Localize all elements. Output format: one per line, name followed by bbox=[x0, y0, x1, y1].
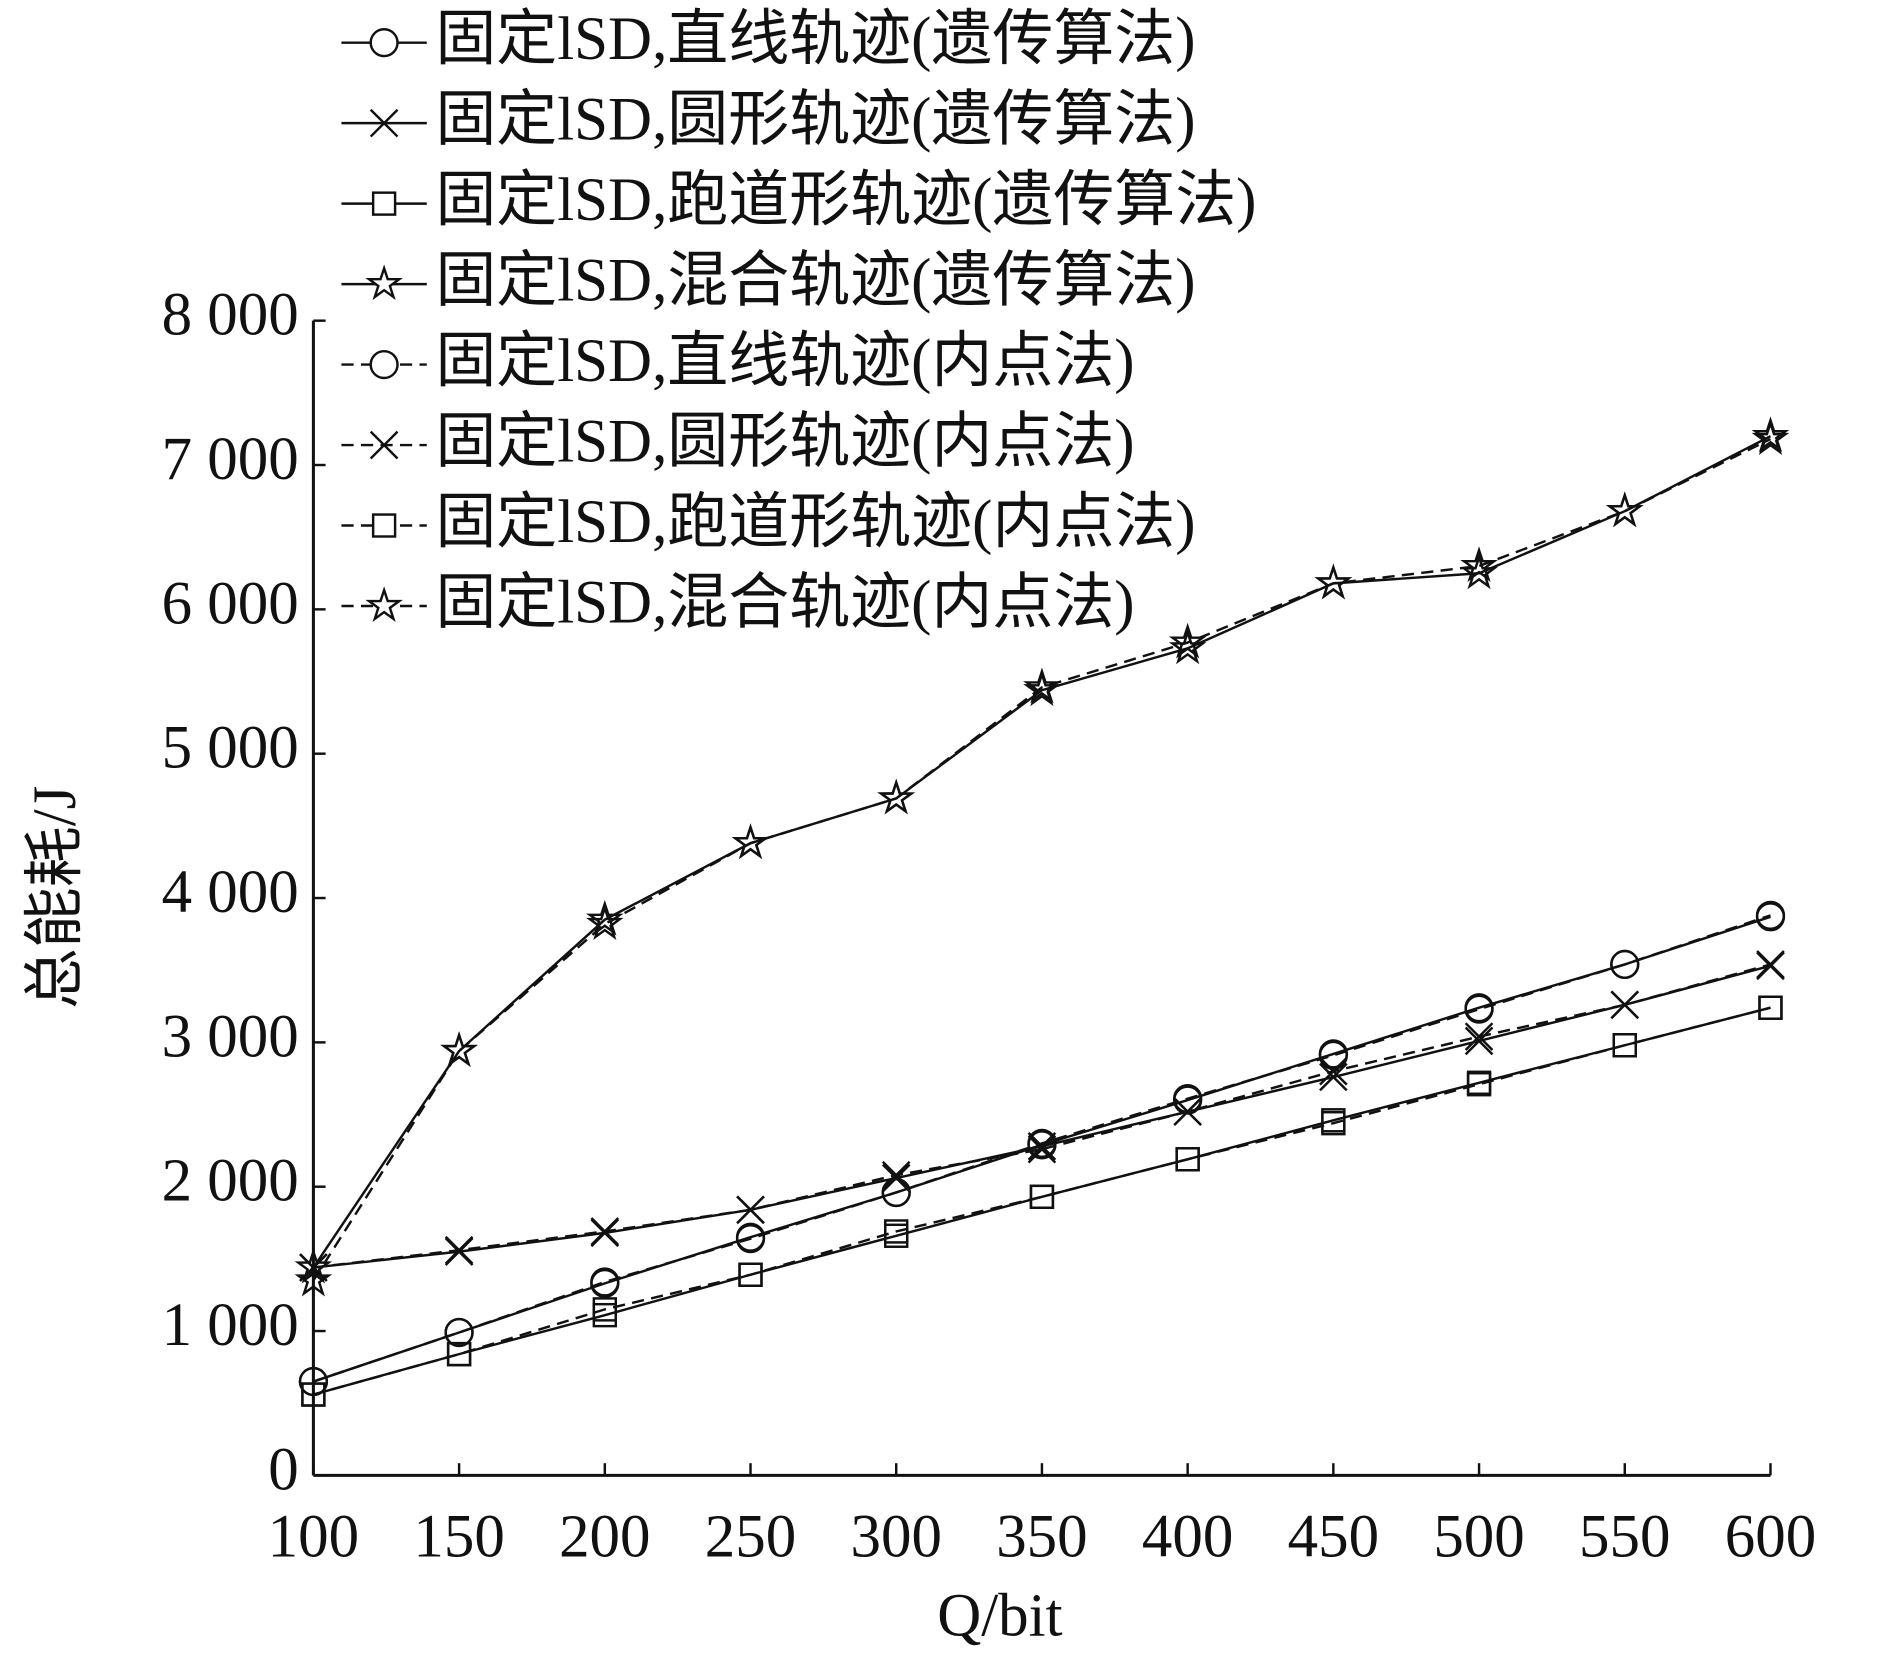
data-point bbox=[735, 1224, 766, 1254]
x-tick-label: 200 bbox=[559, 1503, 650, 1570]
data-point bbox=[440, 1031, 478, 1067]
y-tick-label: 0 bbox=[268, 1436, 298, 1503]
data-point bbox=[731, 823, 770, 860]
data-point bbox=[1023, 667, 1061, 704]
data-point bbox=[1755, 900, 1786, 930]
data-point bbox=[1756, 950, 1785, 979]
data-point bbox=[444, 1317, 474, 1348]
x-tick-label: 100 bbox=[268, 1503, 359, 1570]
legend-marker bbox=[371, 513, 397, 538]
legend-label: 固定lSD,混合轨迹(遗传算法) bbox=[435, 248, 1195, 315]
data-point bbox=[1464, 1026, 1494, 1056]
series-line bbox=[313, 963, 1771, 1269]
x-tick-label: 400 bbox=[1142, 1503, 1233, 1570]
data-point bbox=[1173, 1097, 1202, 1126]
data-point bbox=[298, 1366, 329, 1397]
y-tick-label: 7 000 bbox=[162, 426, 299, 493]
x-tick-label: 550 bbox=[1579, 1503, 1670, 1570]
y-tick-label: 5 000 bbox=[162, 715, 299, 782]
data-point bbox=[301, 1382, 326, 1407]
data-point bbox=[1175, 1147, 1200, 1172]
data-point bbox=[1319, 1062, 1348, 1092]
y-tick-label: 4 000 bbox=[162, 859, 299, 926]
series-line bbox=[312, 435, 1772, 1269]
data-point bbox=[738, 1262, 763, 1287]
data-point bbox=[294, 1260, 333, 1297]
x-tick-label: 450 bbox=[1288, 1503, 1379, 1570]
data-point bbox=[1321, 1110, 1346, 1136]
data-point bbox=[1168, 622, 1207, 659]
data-point bbox=[736, 1195, 765, 1225]
legend-label: 固定lSD,圆形轨迹(内点法) bbox=[435, 408, 1134, 475]
legend-label: 固定lSD,直线轨迹(内点法) bbox=[435, 328, 1134, 395]
x-tick-label: 250 bbox=[705, 1503, 796, 1570]
y-tick-label: 6 000 bbox=[162, 570, 299, 637]
data-point bbox=[881, 1160, 911, 1190]
x-tick-label: 300 bbox=[851, 1503, 942, 1570]
data-point bbox=[1029, 1184, 1055, 1209]
data-point bbox=[1460, 546, 1498, 583]
x-tick-label: 150 bbox=[413, 1503, 504, 1570]
legend-label: 固定lSD,跑道形轨迹(内点法) bbox=[435, 489, 1195, 556]
data-point bbox=[1027, 1134, 1057, 1164]
data-point bbox=[590, 1267, 620, 1297]
y-tick-label: 3 000 bbox=[162, 1003, 299, 1070]
legend-label: 固定lSD,混合轨迹(内点法) bbox=[435, 569, 1134, 636]
legend-marker bbox=[365, 586, 403, 622]
legend-label: 固定lSD,直线轨迹(遗传算法) bbox=[435, 6, 1195, 73]
x-tick-label: 600 bbox=[1725, 1503, 1816, 1570]
y-tick-label: 8 000 bbox=[162, 282, 299, 349]
data-point bbox=[1027, 1128, 1057, 1159]
x-tick-label: 500 bbox=[1433, 1503, 1524, 1570]
x-tick-label: 350 bbox=[996, 1503, 1087, 1570]
data-point bbox=[444, 1235, 474, 1265]
data-point bbox=[877, 778, 916, 815]
y-tick-label: 2 000 bbox=[162, 1148, 299, 1215]
data-point bbox=[1466, 1072, 1492, 1097]
series-line bbox=[312, 437, 1772, 1282]
data-point bbox=[1610, 990, 1640, 1020]
legend-label: 固定lSD,跑道形轨迹(遗传算法) bbox=[435, 167, 1256, 234]
series-line bbox=[313, 1006, 1771, 1396]
series-line bbox=[313, 1006, 1771, 1396]
data-point bbox=[446, 1341, 472, 1367]
legend-label: 固定lSD,圆形轨迹(遗传算法) bbox=[435, 87, 1195, 154]
data-point bbox=[1758, 995, 1783, 1020]
data-point bbox=[1612, 1033, 1637, 1058]
data-point bbox=[1751, 419, 1790, 456]
x-axis-label: Q/bit bbox=[937, 1583, 1062, 1650]
data-point bbox=[1751, 416, 1790, 453]
y-axis-label: 总能耗/J bbox=[22, 786, 89, 1010]
data-point bbox=[884, 1219, 909, 1244]
data-point bbox=[1605, 491, 1644, 528]
data-point bbox=[1318, 1040, 1348, 1070]
data-point bbox=[881, 1177, 911, 1208]
legend-marker bbox=[371, 191, 397, 216]
data-point bbox=[586, 904, 624, 940]
data-point bbox=[1319, 1056, 1348, 1086]
data-point bbox=[1464, 1022, 1494, 1051]
legend-marker bbox=[369, 28, 399, 58]
series-line bbox=[313, 914, 1771, 1383]
data-point bbox=[1464, 994, 1494, 1024]
series-line bbox=[313, 964, 1771, 1269]
legend-marker bbox=[369, 108, 399, 138]
legend-marker bbox=[369, 349, 399, 380]
data-point bbox=[590, 1217, 620, 1246]
data-point bbox=[592, 1297, 618, 1322]
data-point bbox=[1610, 949, 1640, 980]
legend-marker bbox=[365, 264, 403, 301]
legend-marker bbox=[369, 430, 399, 460]
data-point bbox=[1314, 563, 1353, 600]
data-point bbox=[1027, 1132, 1057, 1161]
y-tick-label: 1 000 bbox=[162, 1292, 299, 1359]
data-point bbox=[1168, 628, 1207, 665]
data-point bbox=[586, 899, 624, 936]
